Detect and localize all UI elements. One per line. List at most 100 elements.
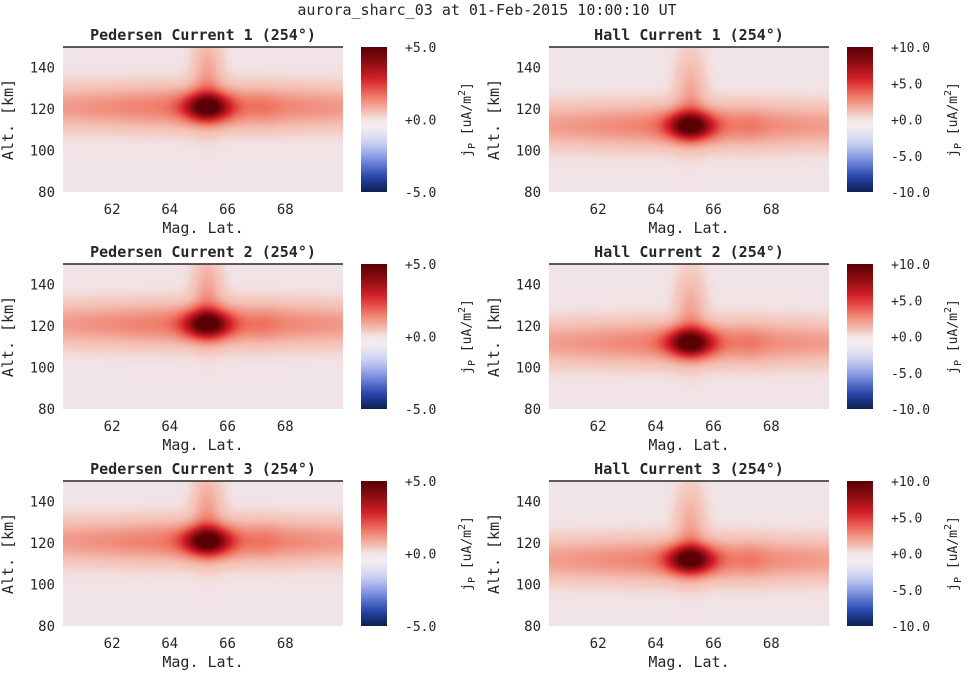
x-tick-label: 62 (590, 419, 607, 435)
y-tick-label: 100 (30, 578, 55, 594)
panel-4: Hall Current 2 (254°) 80 100 120 140 62 64 66 68… (485, 243, 964, 454)
y-axis-label: Alt. [km] (485, 513, 503, 594)
y-tick-label: 120 (516, 536, 541, 552)
y-tick-label: 100 (516, 144, 541, 160)
heatmap-image (63, 264, 343, 409)
y-tick-label: 100 (516, 578, 541, 594)
x-tick-label: 68 (763, 202, 780, 218)
colorbar-tick-label: -5.0 (405, 186, 436, 201)
x-axis-label: Mag. Lat. (648, 436, 729, 454)
y-axis-label: Alt. [km] (485, 296, 503, 377)
colorbar (361, 481, 387, 626)
colorbar-tick-label: +10.0 (891, 258, 930, 273)
colorbar-tick-label: +10.0 (891, 41, 930, 56)
y-tick-label: 120 (30, 536, 55, 552)
colorbar-label: jP [uA/m2] (943, 82, 964, 157)
panel-title: Pedersen Current 2 (254°) (90, 243, 316, 261)
colorbar (847, 481, 873, 626)
x-tick-label: 68 (763, 636, 780, 652)
colorbar (361, 47, 387, 192)
x-tick-label: 62 (104, 419, 121, 435)
colorbar-label: jP [uA/m2] (457, 299, 478, 374)
y-tick-label: 80 (524, 619, 541, 635)
y-axis-label: Alt. [km] (485, 79, 503, 160)
panel-1: Pedersen Current 1 (254°) 80 100 120 140 62 64… (0, 26, 478, 237)
y-tick-label: 140 (30, 278, 55, 294)
y-tick-label: 120 (30, 319, 55, 335)
panel-2: Hall Current 1 (254°) 80 100 120 140 62 64 66 68… (485, 26, 964, 237)
y-tick-label: 120 (516, 319, 541, 335)
x-axis-label: Mag. Lat. (162, 653, 243, 671)
x-tick-label: 64 (647, 636, 664, 652)
heatmap-image (63, 47, 343, 192)
x-tick-label: 66 (705, 202, 722, 218)
colorbar-tick-label: -5.0 (891, 584, 922, 599)
y-tick-label: 140 (516, 278, 541, 294)
colorbar-tick-label: -5.0 (891, 367, 922, 382)
colorbar (361, 264, 387, 409)
y-tick-label: 120 (30, 102, 55, 118)
y-tick-label: 100 (516, 361, 541, 377)
y-tick-label: 140 (516, 61, 541, 77)
panel-title: Hall Current 2 (254°) (594, 243, 784, 261)
x-tick-label: 68 (277, 636, 294, 652)
colorbar-tick-label: +0.0 (891, 548, 922, 563)
x-tick-label: 66 (705, 636, 722, 652)
colorbar-tick-label: +0.0 (405, 548, 436, 563)
colorbar-tick-label: -10.0 (891, 186, 930, 201)
y-tick-label: 80 (524, 402, 541, 418)
colorbar-tick-label: +0.0 (405, 114, 436, 129)
y-tick-label: 140 (516, 495, 541, 511)
colorbar-tick-label: +5.0 (891, 77, 922, 92)
x-tick-label: 66 (705, 419, 722, 435)
colorbar-tick-label: +0.0 (891, 331, 922, 346)
y-tick-label: 140 (30, 61, 55, 77)
colorbar-tick-label: +5.0 (405, 475, 436, 490)
x-axis-label: Mag. Lat. (162, 219, 243, 237)
x-axis-label: Mag. Lat. (648, 219, 729, 237)
heatmap-image (549, 264, 829, 409)
y-axis-label: Alt. [km] (0, 79, 17, 160)
colorbar-tick-label: +5.0 (891, 294, 922, 309)
x-tick-label: 62 (104, 636, 121, 652)
figure-title: aurora_sharc_03 at 01-Feb-2015 10:00:10 … (297, 1, 676, 19)
x-tick-label: 66 (219, 636, 236, 652)
panel-title: Pedersen Current 1 (254°) (90, 26, 316, 44)
colorbar-tick-label: +0.0 (891, 114, 922, 129)
x-tick-label: 64 (647, 202, 664, 218)
x-axis-label: Mag. Lat. (162, 436, 243, 454)
heatmap-image (549, 47, 829, 192)
x-tick-label: 64 (647, 419, 664, 435)
x-tick-label: 68 (277, 202, 294, 218)
x-tick-label: 68 (763, 419, 780, 435)
x-tick-label: 62 (590, 636, 607, 652)
x-axis-label: Mag. Lat. (648, 653, 729, 671)
x-tick-label: 62 (104, 202, 121, 218)
y-tick-label: 100 (30, 144, 55, 160)
colorbar-tick-label: +10.0 (891, 475, 930, 490)
colorbar-label: jP [uA/m2] (457, 516, 478, 591)
x-tick-label: 64 (161, 636, 178, 652)
y-tick-label: 140 (30, 495, 55, 511)
colorbar-tick-label: +5.0 (405, 258, 436, 273)
y-tick-label: 120 (516, 102, 541, 118)
y-axis-label: Alt. [km] (0, 296, 17, 377)
colorbar-tick-label: -5.0 (891, 150, 922, 165)
colorbar-tick-label: -5.0 (405, 403, 436, 418)
colorbar-tick-label: -5.0 (405, 620, 436, 635)
y-tick-label: 80 (38, 619, 55, 635)
panel-title: Pedersen Current 3 (254°) (90, 460, 316, 478)
colorbar-tick-label: +5.0 (405, 41, 436, 56)
x-tick-label: 64 (161, 202, 178, 218)
colorbar-tick-label: -10.0 (891, 620, 930, 635)
colorbar-tick-label: +5.0 (891, 511, 922, 526)
panel-title: Hall Current 1 (254°) (594, 26, 784, 44)
x-tick-label: 62 (590, 202, 607, 218)
heatmap-image (63, 481, 343, 626)
heatmap-image (549, 481, 829, 626)
y-tick-label: 100 (30, 361, 55, 377)
x-tick-label: 66 (219, 419, 236, 435)
colorbar (847, 264, 873, 409)
y-tick-label: 80 (38, 402, 55, 418)
panel-3: Pedersen Current 2 (254°) 80 100 120 140 62 64… (0, 243, 478, 454)
